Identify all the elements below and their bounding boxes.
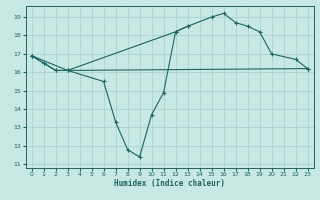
X-axis label: Humidex (Indice chaleur): Humidex (Indice chaleur) [114, 179, 225, 188]
